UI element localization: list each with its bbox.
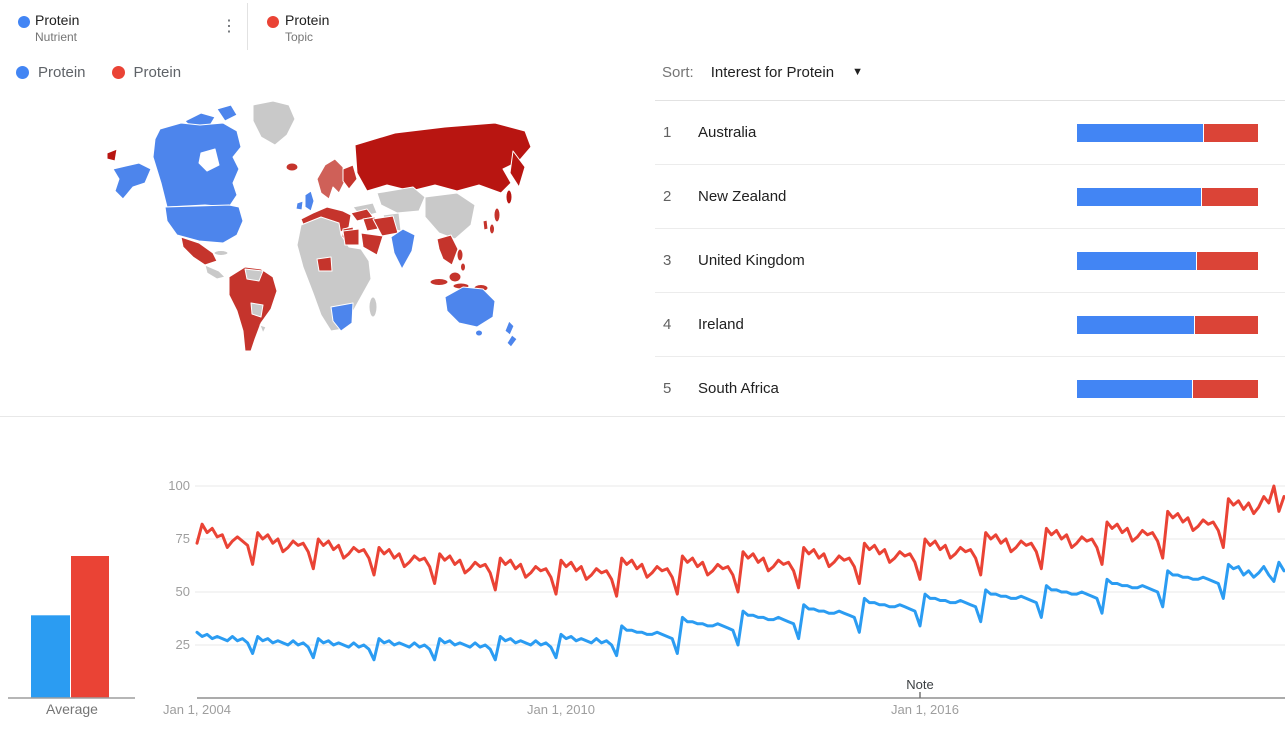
charts-svg [8,484,1285,699]
world-map-svg [106,100,532,352]
kebab-menu-icon[interactable]: ⋮ [221,18,237,35]
geo-bar-red [1197,251,1258,270]
line-topic [195,484,1285,598]
legend-label: Protein [38,63,86,81]
geo-list-row[interactable]: 5 South Africa [655,357,1285,420]
geo-list-row[interactable]: 4 Ireland [655,293,1285,357]
term-color-dot-red [267,16,279,28]
x-tick-2010: Jan 1, 2010 [527,702,595,717]
term-subtitle: Topic [285,30,314,44]
geo-bar-blue [1077,251,1196,270]
geo-bar-blue [1077,315,1194,334]
geo-rank: 5 [663,380,672,397]
y-tick-100: 100 [168,478,190,493]
term-subtitle: Nutrient [35,30,78,44]
geo-rank: 3 [663,252,672,269]
y-tick-25: 25 [175,637,190,652]
interest-over-time-chart[interactable] [0,420,1285,751]
geo-name: Australia [698,124,757,141]
legend-dot-blue-icon [16,65,29,79]
geo-bar-red [1193,379,1258,398]
geo-rank: 4 [663,316,672,333]
average-label: Average [46,701,98,717]
legend-item-topic: Protein [111,63,182,81]
legend-item-nutrient: Protein [16,64,86,81]
y-tick-50: 50 [175,584,190,599]
geo-bar-blue [1077,379,1192,398]
term-chip-topic[interactable]: Protein Topic [248,0,496,54]
average-bar-blue [31,615,70,698]
geo-bar-red [1204,123,1258,142]
sort-dropdown[interactable]: Sort: Interest for Protein ▼ [662,61,863,83]
chip-divider [247,3,248,50]
geo-bar-red [1195,315,1258,334]
sort-value: Interest for Protein [710,63,835,81]
term-color-dot-blue [18,16,30,28]
geo-list-row[interactable]: 3 United Kingdom [655,229,1285,293]
x-tick-2016: Jan 1, 2016 [891,702,959,717]
list-top-divider [655,100,1285,101]
term-title: Protein [285,12,330,28]
geo-list-row[interactable]: 1 Australia [655,101,1285,165]
geo-bar [1077,123,1258,142]
geo-rank: 1 [663,124,672,141]
term-chip-nutrient[interactable]: Protein Nutrient ⋮ [0,0,248,54]
geo-rank: 2 [663,188,672,205]
world-map[interactable] [105,95,535,360]
geo-name: New Zealand [698,188,787,205]
map-legend: Protein Protein [16,62,181,82]
dropdown-arrow-icon: ▼ [852,66,863,78]
geo-interest-list: 1 Australia 2 New Zealand 3 United Kingd… [655,101,1285,420]
sort-label: Sort: [662,63,694,81]
geo-bar-blue [1077,123,1203,142]
geo-list-row[interactable]: 2 New Zealand [655,165,1285,229]
legend-dot-red-icon [111,65,125,79]
term-title: Protein [35,12,80,28]
section-divider [0,416,1285,417]
average-bar-red [71,556,109,698]
line-nutrient [195,560,1285,662]
legend-label: Protein [133,63,182,81]
geo-name: South Africa [698,380,779,397]
geo-bar-red [1202,187,1258,206]
geo-name: United Kingdom [698,252,805,269]
geo-bar [1077,187,1258,206]
average-chart [8,556,135,699]
geo-bar-blue [1077,187,1201,206]
note-link[interactable]: Note [906,677,934,692]
geo-name: Ireland [698,316,744,333]
geo-bar [1077,315,1258,334]
y-tick-75: 75 [175,531,190,546]
geo-bar [1077,379,1258,398]
line-chart [195,484,1285,699]
geo-bar [1077,251,1258,270]
x-tick-2004: Jan 1, 2004 [163,702,231,717]
